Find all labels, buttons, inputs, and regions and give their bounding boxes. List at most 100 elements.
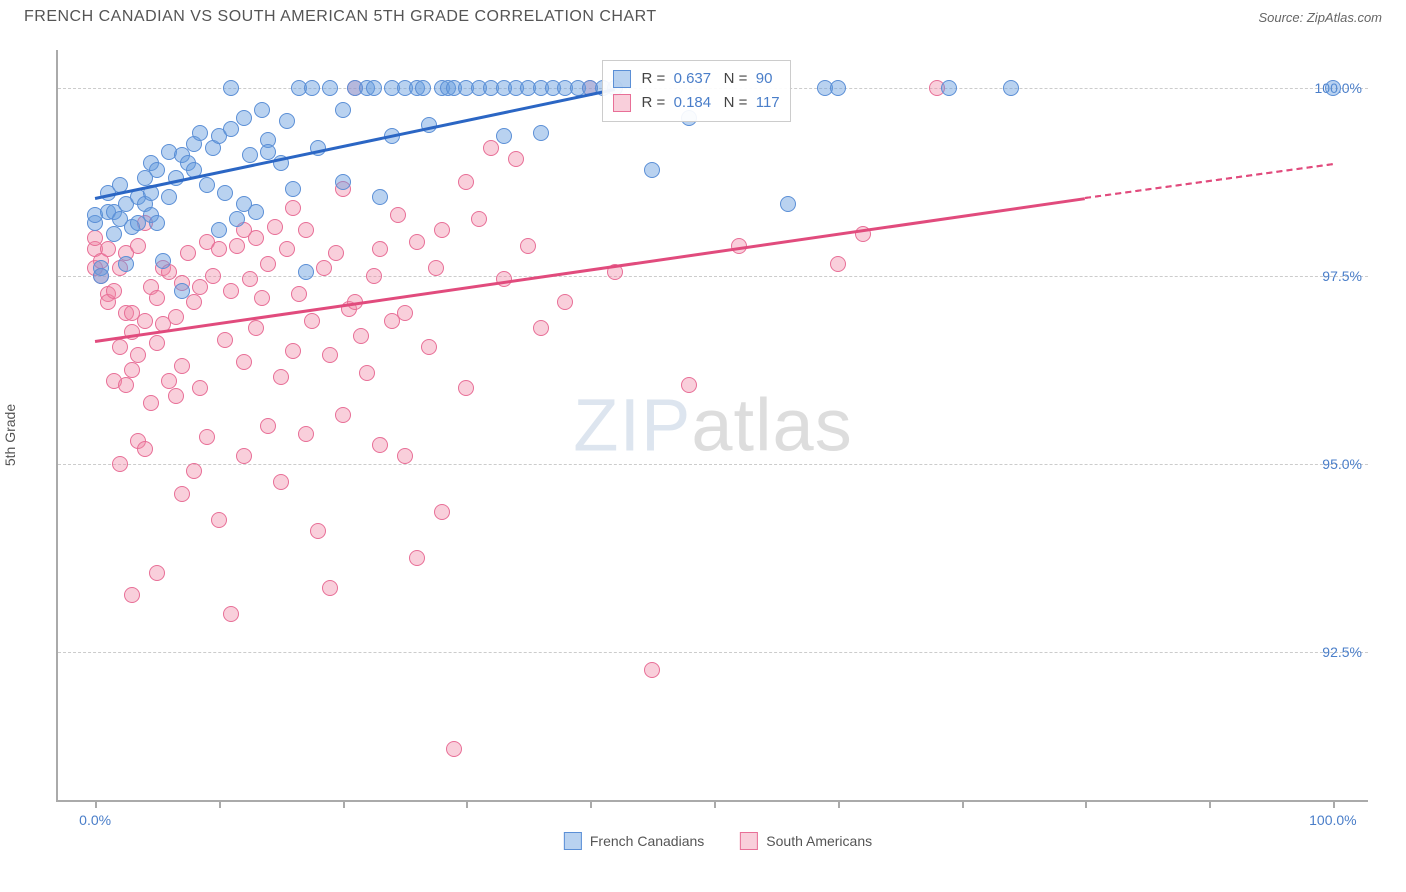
scatter-point bbox=[520, 238, 536, 254]
scatter-point bbox=[304, 313, 320, 329]
xtick bbox=[343, 800, 345, 808]
scatter-point bbox=[1003, 80, 1019, 96]
scatter-point bbox=[304, 80, 320, 96]
scatter-point bbox=[322, 347, 338, 363]
scatter-point bbox=[273, 474, 289, 490]
scatter-point bbox=[236, 448, 252, 464]
xtick bbox=[1209, 800, 1211, 808]
scatter-point bbox=[409, 234, 425, 250]
scatter-point bbox=[335, 407, 351, 423]
scatter-point bbox=[335, 102, 351, 118]
scatter-point bbox=[242, 147, 258, 163]
scatter-point bbox=[174, 283, 190, 299]
scatter-point bbox=[830, 256, 846, 272]
scatter-point bbox=[254, 290, 270, 306]
chart-container: ZIPatlas 92.5%95.0%97.5%100.0%0.0%100.0%… bbox=[48, 50, 1388, 820]
scatter-point bbox=[130, 347, 146, 363]
scatter-point bbox=[100, 241, 116, 257]
scatter-point bbox=[174, 358, 190, 374]
scatter-point bbox=[174, 486, 190, 502]
scatter-point bbox=[192, 125, 208, 141]
scatter-point bbox=[155, 253, 171, 269]
scatter-point bbox=[285, 200, 301, 216]
scatter-point bbox=[366, 268, 382, 284]
scatter-point bbox=[211, 512, 227, 528]
scatter-point bbox=[229, 211, 245, 227]
xtick bbox=[590, 800, 592, 808]
scatter-point bbox=[211, 222, 227, 238]
scatter-point bbox=[192, 380, 208, 396]
scatter-point bbox=[161, 373, 177, 389]
stats-swatch bbox=[613, 94, 631, 112]
scatter-point bbox=[137, 441, 153, 457]
scatter-point bbox=[186, 294, 202, 310]
scatter-point bbox=[217, 332, 233, 348]
xtick bbox=[95, 800, 97, 808]
scatter-point bbox=[483, 140, 499, 156]
scatter-point bbox=[496, 128, 512, 144]
scatter-point bbox=[508, 151, 524, 167]
scatter-point bbox=[149, 335, 165, 351]
xtick bbox=[962, 800, 964, 808]
ytick-label: 92.5% bbox=[1322, 644, 1362, 660]
scatter-point bbox=[390, 207, 406, 223]
scatter-point bbox=[260, 418, 276, 434]
scatter-point bbox=[353, 328, 369, 344]
watermark-atlas: atlas bbox=[691, 384, 852, 467]
scatter-point bbox=[236, 354, 252, 370]
scatter-point bbox=[199, 429, 215, 445]
scatter-point bbox=[644, 662, 660, 678]
xtick bbox=[1085, 800, 1087, 808]
xtick bbox=[1333, 800, 1335, 808]
bottom-legend: French Canadians South Americans bbox=[564, 832, 872, 850]
scatter-point bbox=[310, 523, 326, 539]
scatter-point bbox=[285, 181, 301, 197]
scatter-point bbox=[533, 125, 549, 141]
scatter-point bbox=[397, 448, 413, 464]
scatter-point bbox=[471, 211, 487, 227]
scatter-point bbox=[316, 260, 332, 276]
scatter-point bbox=[291, 286, 307, 302]
scatter-point bbox=[298, 264, 314, 280]
scatter-point bbox=[372, 437, 388, 453]
scatter-point bbox=[143, 395, 159, 411]
scatter-point bbox=[409, 550, 425, 566]
scatter-point bbox=[273, 369, 289, 385]
scatter-point bbox=[149, 565, 165, 581]
scatter-point bbox=[372, 241, 388, 257]
xtick-label: 0.0% bbox=[79, 812, 111, 828]
scatter-point bbox=[112, 456, 128, 472]
scatter-point bbox=[941, 80, 957, 96]
scatter-point bbox=[248, 230, 264, 246]
scatter-point bbox=[180, 245, 196, 261]
scatter-point bbox=[322, 80, 338, 96]
xtick-label: 100.0% bbox=[1309, 812, 1356, 828]
legend-label-french: French Canadians bbox=[590, 833, 704, 849]
scatter-point bbox=[130, 238, 146, 254]
stats-row: R = 0.637 N = 90 bbox=[613, 67, 779, 91]
scatter-point bbox=[205, 268, 221, 284]
scatter-point bbox=[260, 256, 276, 272]
watermark-zip: ZIP bbox=[573, 384, 691, 467]
scatter-point bbox=[223, 121, 239, 137]
scatter-point bbox=[533, 320, 549, 336]
scatter-point bbox=[421, 339, 437, 355]
scatter-point bbox=[366, 80, 382, 96]
regression-line bbox=[1085, 163, 1333, 199]
scatter-point bbox=[236, 110, 252, 126]
scatter-point bbox=[93, 268, 109, 284]
scatter-point bbox=[149, 215, 165, 231]
scatter-point bbox=[780, 196, 796, 212]
xtick bbox=[219, 800, 221, 808]
scatter-point bbox=[372, 189, 388, 205]
legend-swatch-french bbox=[564, 832, 582, 850]
scatter-point bbox=[328, 245, 344, 261]
scatter-point bbox=[359, 365, 375, 381]
stats-box: R = 0.637 N = 90R = 0.184 N = 117 bbox=[602, 60, 790, 122]
stats-text: R = 0.184 N = 117 bbox=[641, 91, 779, 115]
scatter-point bbox=[335, 174, 351, 190]
scatter-point bbox=[149, 162, 165, 178]
y-axis-label: 5th Grade bbox=[2, 404, 18, 466]
gridline bbox=[58, 652, 1368, 653]
ytick-label: 97.5% bbox=[1322, 268, 1362, 284]
